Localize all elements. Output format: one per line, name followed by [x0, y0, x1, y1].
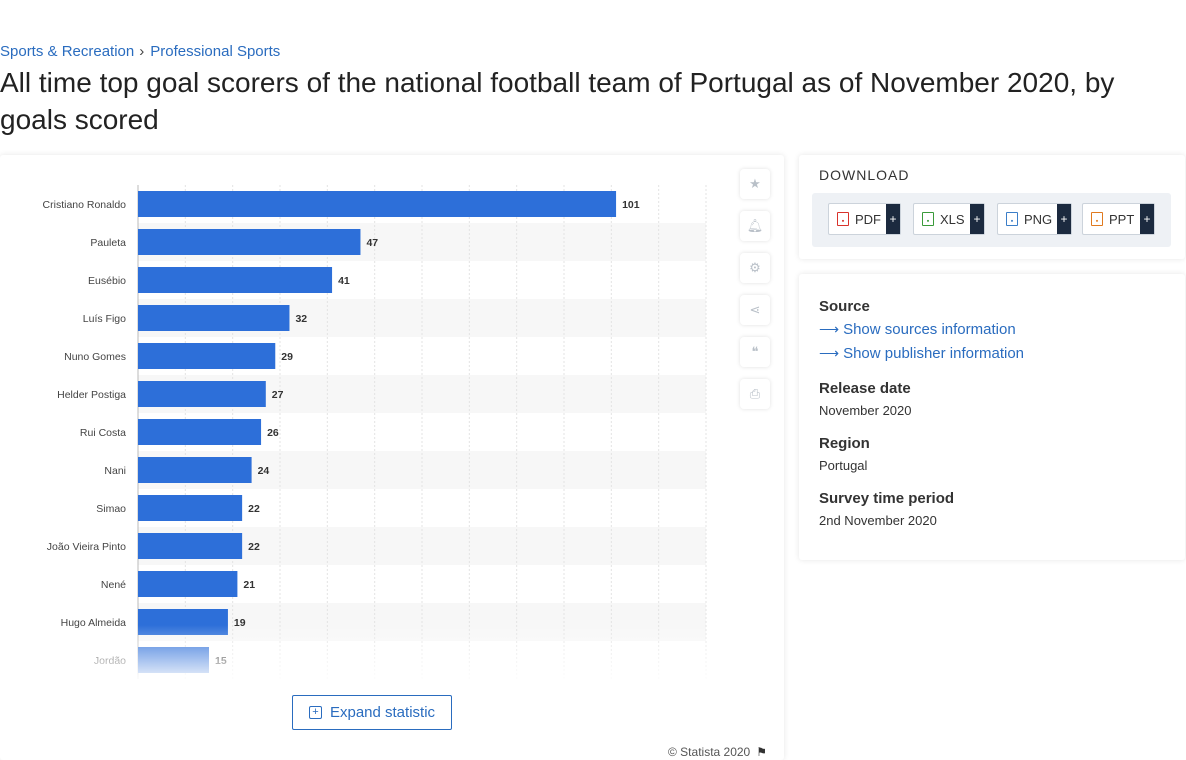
plus-square-icon: + — [308, 706, 322, 719]
release-date-label: Release date — [819, 380, 911, 397]
xls-file-icon: ▪ — [922, 212, 934, 226]
bar[interactable] — [138, 419, 262, 445]
settings-button[interactable]: ⚙ — [740, 253, 770, 283]
value-label: 47 — [366, 237, 378, 249]
chart-card: Cristiano Ronaldo 101 Pauleta 47 Eusébio 41 Lu… — [0, 155, 784, 760]
category-label: Nani — [104, 465, 126, 477]
bar[interactable] — [138, 457, 252, 483]
category-label: Cristiano Ronaldo — [43, 199, 127, 211]
star-icon: ★ — [749, 176, 761, 191]
value-label: 21 — [243, 579, 255, 591]
bar[interactable] — [138, 495, 243, 521]
region-value: Portugal — [819, 458, 868, 473]
download-ppt-plus: + — [1140, 204, 1154, 234]
download-xls-plus: + — [970, 204, 984, 234]
cite-button[interactable]: ❝ — [740, 337, 770, 367]
download-png-label: PNG — [1024, 211, 1053, 227]
category-label: Luís Figo — [83, 313, 126, 325]
breadcrumb: Sports & Recreation › Professional Sports — [0, 43, 280, 60]
copyright-text: © Statista 2020 — [668, 745, 751, 759]
chart-toolbar: ★ 🔔︎ ⚙ ⋖ ❝ ⎙ — [740, 169, 770, 421]
show-publisher-label: Show publisher information — [843, 345, 1025, 362]
show-sources-link[interactable]: ⟶ Show sources information — [819, 321, 1016, 338]
share-icon: ⋖ — [749, 302, 761, 317]
value-label: 41 — [338, 275, 350, 287]
value-label: 29 — [281, 351, 293, 363]
bar[interactable] — [138, 381, 266, 407]
bar-chart: Cristiano Ronaldo 101 Pauleta 47 Eusébio 41 Lu… — [43, 185, 707, 679]
bell-icon: 🔔︎ — [746, 218, 764, 233]
png-file-icon: ▪ — [1006, 212, 1018, 226]
bar[interactable] — [138, 305, 290, 331]
survey-period-label: Survey time period — [819, 490, 955, 507]
download-pdf-button[interactable]: ▪ PDF + — [828, 203, 901, 235]
category-label: Rui Costa — [80, 427, 126, 439]
download-bar: ▪ PDF + ▪ XLS + ▪ PNG + ▪ PPT + — [812, 193, 1171, 247]
flag-icon[interactable]: ⚑ — [756, 745, 767, 759]
quote-icon: ❝ — [751, 344, 759, 359]
download-pdf-plus: + — [886, 204, 900, 234]
show-sources-label: Show sources information — [843, 321, 1016, 338]
category-label: Hugo Almeida — [61, 617, 127, 629]
source-label: Source — [819, 298, 870, 315]
info-card: Source ⟶ Show sources information ⟶ Show… — [799, 274, 1185, 560]
arrow-right-icon: ⟶ — [819, 321, 840, 337]
category-label: Pauleta — [90, 237, 126, 249]
category-label: João Vieira Pinto — [47, 541, 126, 553]
bar[interactable] — [138, 533, 243, 559]
value-label: 27 — [272, 389, 284, 401]
breadcrumb-sports-recreation[interactable]: Sports & Recreation — [0, 43, 135, 60]
arrow-right-icon: ⟶ — [819, 345, 840, 361]
download-title: DOWNLOAD — [819, 167, 910, 183]
download-png-button[interactable]: ▪ PNG + — [997, 203, 1072, 235]
expand-statistic-button[interactable]: + Expand statistic — [292, 695, 452, 730]
print-icon: ⎙ — [749, 386, 761, 401]
value-label: 22 — [248, 541, 260, 553]
download-pdf-label: PDF — [855, 211, 881, 227]
download-ppt-label: PPT — [1109, 211, 1135, 227]
bar[interactable] — [138, 267, 333, 293]
release-date-value: November 2020 — [819, 403, 912, 418]
category-label: Jordão — [94, 655, 126, 667]
copyright-line: © Statista 2020 ⚑ — [668, 745, 767, 759]
pdf-file-icon: ▪ — [837, 212, 849, 226]
value-label: 101 — [622, 199, 640, 211]
download-ppt-button[interactable]: ▪ PPT + — [1082, 203, 1155, 235]
download-card: DOWNLOAD ▪ PDF + ▪ XLS + ▪ PNG + ▪ PPT + — [799, 155, 1185, 259]
breadcrumb-professional-sports[interactable]: Professional Sports — [150, 43, 281, 60]
value-label: 22 — [248, 503, 260, 515]
value-label: 24 — [258, 465, 270, 477]
survey-period-value: 2nd November 2020 — [819, 513, 937, 528]
share-button[interactable]: ⋖ — [740, 295, 770, 325]
download-xls-button[interactable]: ▪ XLS + — [913, 203, 985, 235]
category-label: Helder Postiga — [57, 389, 126, 401]
value-label: 32 — [295, 313, 307, 325]
category-label: Nené — [101, 579, 126, 591]
page-title: All time top goal scorers of the nationa… — [0, 67, 1115, 135]
bar[interactable] — [138, 191, 617, 217]
print-button[interactable]: ⎙ — [740, 379, 770, 409]
bar[interactable] — [138, 609, 228, 635]
ppt-file-icon: ▪ — [1091, 212, 1103, 226]
category-label: Eusébio — [88, 275, 126, 287]
value-label: 26 — [267, 427, 279, 439]
category-label: Nuno Gomes — [64, 351, 126, 363]
value-label: 19 — [234, 617, 246, 629]
bar[interactable] — [138, 571, 238, 597]
breadcrumb-separator: › — [139, 43, 145, 60]
expand-statistic-label: Expand statistic — [329, 704, 436, 721]
category-label: Simao — [96, 503, 126, 515]
download-png-plus: + — [1057, 204, 1071, 234]
region-label: Region — [819, 435, 870, 452]
gear-icon: ⚙ — [749, 260, 761, 275]
bar[interactable] — [138, 343, 276, 369]
bar[interactable] — [138, 229, 361, 255]
value-label: 15 — [215, 655, 227, 667]
bar[interactable] — [138, 647, 209, 673]
download-xls-label: XLS — [940, 211, 965, 227]
notification-button[interactable]: 🔔︎ — [740, 211, 770, 241]
favorite-button[interactable]: ★ — [740, 169, 770, 199]
show-publisher-link[interactable]: ⟶ Show publisher information — [819, 345, 1024, 362]
